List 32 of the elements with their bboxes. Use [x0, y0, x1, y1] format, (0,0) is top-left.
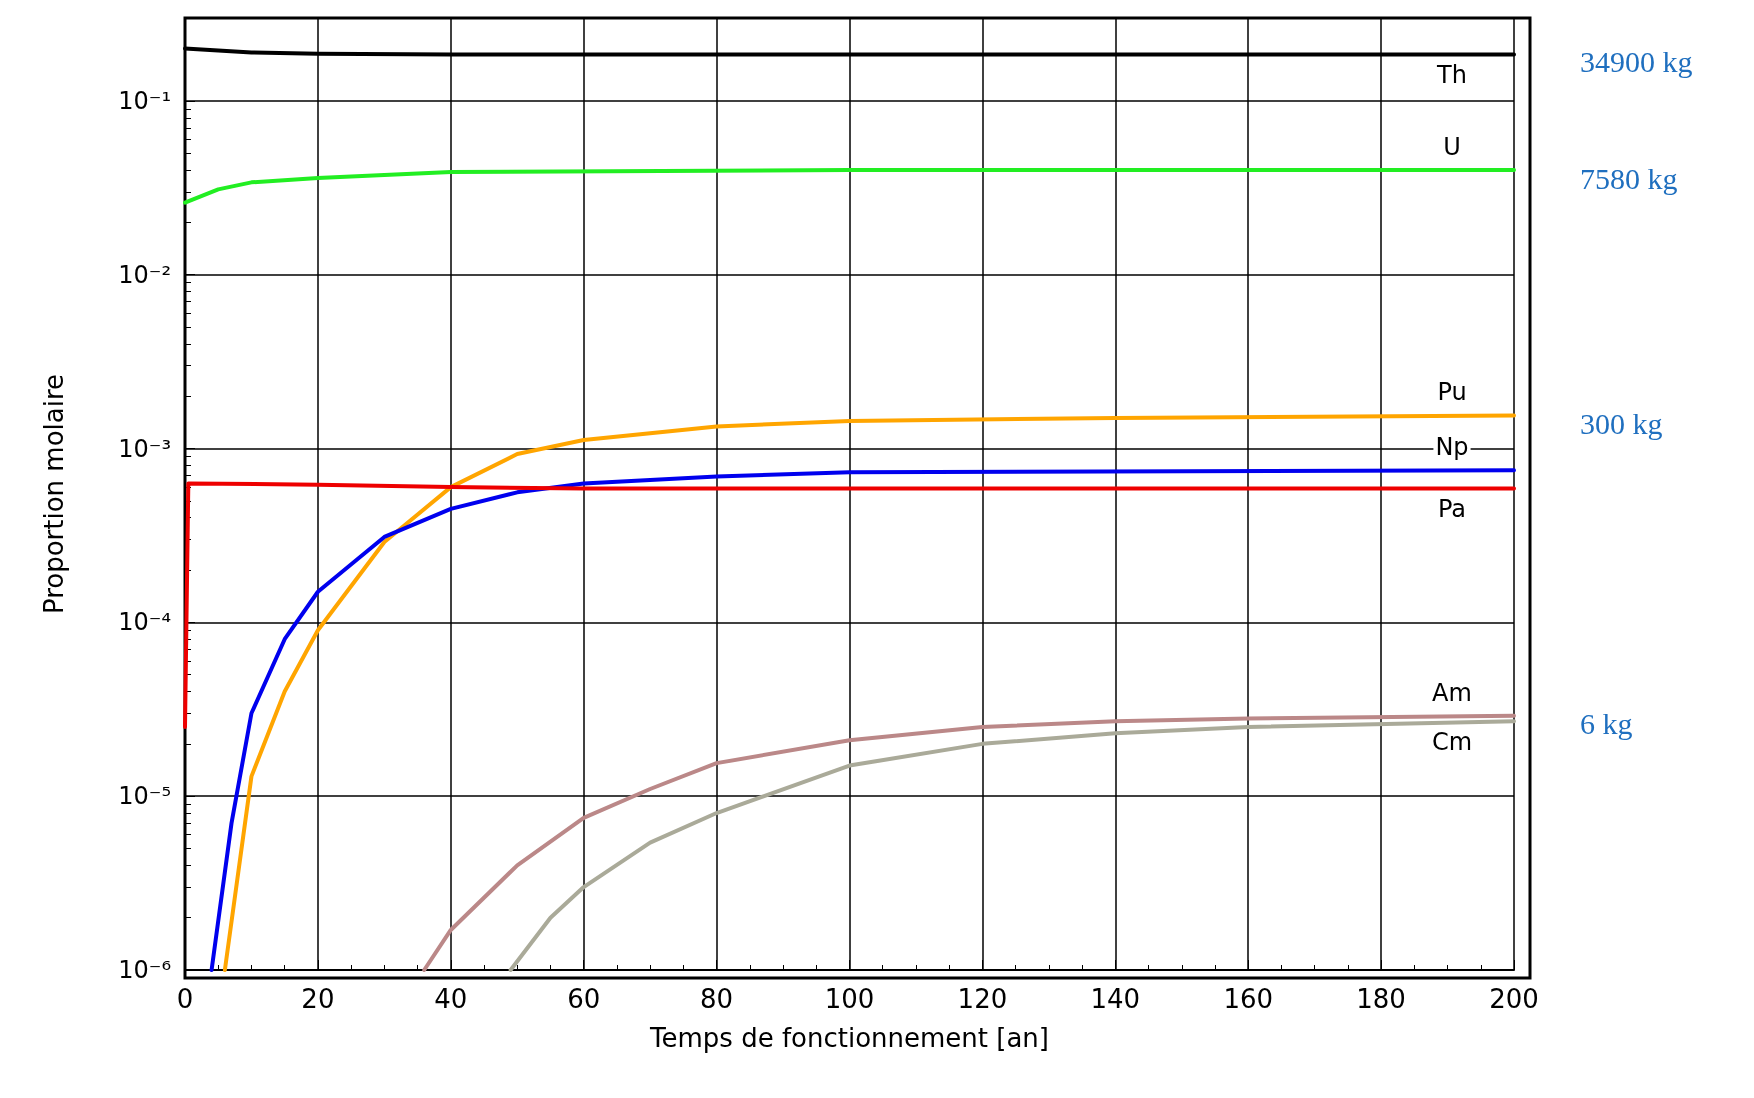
- text: 7580 kg: [1580, 161, 1678, 195]
- x-tick-label: 60: [567, 984, 601, 1014]
- y-tick-label: 10⁻⁴: [118, 608, 171, 637]
- y-axis-title: Proportion molaire: [39, 373, 69, 615]
- line-series: [183, 168, 1516, 205]
- y-tick-label: 10⁻⁵: [118, 782, 171, 811]
- text: 6 kg: [1580, 706, 1633, 740]
- series-label: Pa: [1437, 495, 1467, 524]
- text: 34900 kg: [1580, 44, 1693, 78]
- series-label: Pu: [1437, 378, 1467, 407]
- x-tick-label: 80: [700, 984, 734, 1014]
- x-tick-label: 160: [1223, 984, 1274, 1014]
- line-series: [183, 481, 1516, 730]
- y-tick-label: 10⁻²: [118, 260, 171, 289]
- text: 300 kg: [1580, 406, 1663, 440]
- x-tick-label: 140: [1090, 984, 1141, 1014]
- x-tick-label: 100: [824, 984, 875, 1014]
- series-label: Am: [1432, 678, 1472, 707]
- x-tick-label: 0: [176, 984, 194, 1014]
- x-tick-label: 20: [301, 984, 335, 1014]
- y-tick-label: 10⁻⁶: [118, 956, 171, 984]
- series-label: Th: [1436, 61, 1467, 90]
- series-label: U: [1443, 133, 1461, 162]
- y-tick-label: 10⁻¹: [118, 86, 171, 115]
- series-label: Cm: [1431, 728, 1473, 757]
- y-tick-label: 10⁻³: [118, 434, 171, 463]
- x-tick-label: 120: [957, 984, 1008, 1014]
- x-tick-label: 40: [434, 984, 468, 1014]
- x-tick-label: 180: [1356, 984, 1406, 1014]
- x-tick-label: 200: [1489, 984, 1539, 1014]
- series-label: Np: [1435, 433, 1469, 462]
- x-axis-title: Temps de fonctionnement [an]: [649, 1023, 1049, 1053]
